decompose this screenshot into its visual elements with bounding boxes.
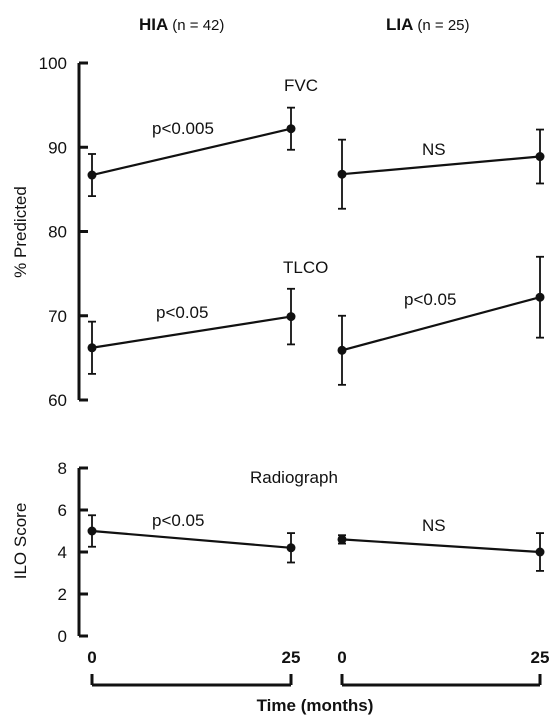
data-point <box>286 312 296 322</box>
y-tick-label: 80 <box>48 223 67 242</box>
annotation-fvc-hia: p<0.005 <box>152 119 214 138</box>
data-point <box>286 543 296 553</box>
group-n-lia: (n = 25) <box>417 17 469 34</box>
y-tick-label: 70 <box>48 307 67 326</box>
series-line-hia <box>91 529 292 549</box>
group-header-lia: LIA (n = 25) <box>386 15 470 34</box>
series-line-lia <box>341 296 541 352</box>
x-axis-title: Time (months) <box>257 696 374 715</box>
annotation-fvc-lia: NS <box>422 140 446 159</box>
y-axis-label-bottom: ILO Score <box>11 503 30 580</box>
series-title-fvc: FVC <box>284 76 318 95</box>
annotation-radio-lia: NS <box>422 516 446 535</box>
y-tick-label: 8 <box>58 459 67 478</box>
data-point <box>87 170 97 180</box>
x-tick-label: 25 <box>282 648 301 667</box>
series-line-lia <box>341 155 541 176</box>
annotation-tlco-hia: p<0.05 <box>156 303 208 322</box>
data-point <box>337 169 347 179</box>
data-point <box>337 534 347 544</box>
y-tick-label: 100 <box>39 54 67 73</box>
x-tick-label: 0 <box>87 648 96 667</box>
series-line-hia <box>91 127 292 177</box>
group-name-lia: LIA <box>386 15 413 34</box>
group-header-hia: HIA (n = 42) <box>139 15 224 34</box>
annotation-radio-hia: p<0.05 <box>152 511 204 530</box>
data-point <box>337 345 347 355</box>
x-tick-label: 0 <box>337 648 346 667</box>
annotation-tlco-lia: p<0.05 <box>404 290 456 309</box>
series-line-hia <box>91 315 292 349</box>
data-point <box>87 526 97 536</box>
group-name-hia: HIA <box>139 15 168 34</box>
y-tick-label: 0 <box>58 627 67 646</box>
data-point <box>535 547 545 557</box>
series-line-lia <box>341 538 541 554</box>
y-tick-label: 2 <box>58 585 67 604</box>
y-axis-label-top: % Predicted <box>11 186 30 278</box>
y-tick-label: 4 <box>58 543 67 562</box>
x-tick-label: 25 <box>531 648 549 667</box>
series-title-radiograph: Radiograph <box>250 468 338 487</box>
y-tick-label: 90 <box>48 138 67 157</box>
y-tick-label: 60 <box>48 391 67 410</box>
data-point <box>535 152 545 162</box>
data-point <box>286 124 296 134</box>
data-point <box>535 292 545 302</box>
group-n-hia: (n = 42) <box>172 17 224 34</box>
y-tick-label: 6 <box>58 501 67 520</box>
series-title-tlco: TLCO <box>283 258 328 277</box>
data-point <box>87 343 97 353</box>
